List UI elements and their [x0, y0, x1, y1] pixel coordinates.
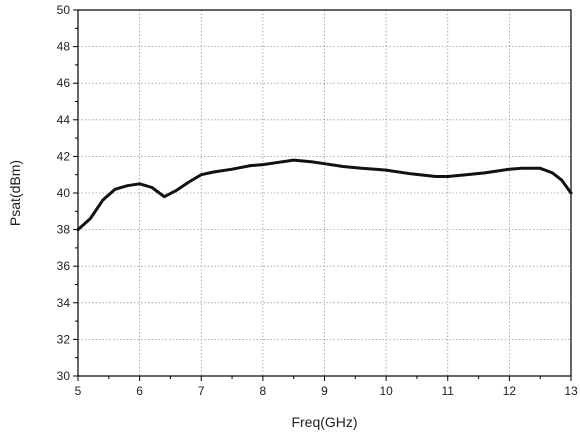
x-tick-label: 11 [442, 384, 455, 398]
y-tick-label: 32 [57, 332, 71, 346]
x-axis-title: Freq(GHz) [291, 414, 357, 430]
x-tick-label: 9 [321, 384, 328, 398]
tick-marks [73, 9, 572, 381]
y-tick-label: 40 [57, 186, 71, 200]
x-tick-label: 6 [136, 384, 143, 398]
y-tick-label: 30 [57, 369, 71, 383]
y-tick-label: 46 [57, 76, 71, 90]
y-tick-labels: 30 32 34 36 38 40 42 44 46 48 50 [57, 3, 71, 383]
x-tick-label: 10 [379, 384, 393, 398]
series-layer [76, 158, 573, 232]
x-tick-label: 12 [503, 384, 517, 398]
y-tick-label: 42 [57, 149, 71, 163]
y-tick-label: 44 [57, 113, 71, 127]
grid-lines [78, 10, 571, 376]
y-tick-label: 48 [57, 40, 71, 54]
x-tick-labels: 5 6 7 8 9 10 11 12 13 [75, 384, 578, 398]
y-tick-label: 36 [57, 259, 71, 273]
y-tick-label: 50 [57, 3, 71, 17]
y-tick-label: 38 [57, 223, 71, 237]
y-axis-title: Psat(dBm) [7, 160, 23, 226]
x-tick-label: 13 [564, 384, 578, 398]
x-tick-label: 8 [260, 384, 267, 398]
psat-series-line [76, 158, 573, 232]
x-tick-label: 7 [198, 384, 205, 398]
y-tick-label: 34 [57, 296, 71, 310]
x-tick-label: 5 [75, 384, 82, 398]
